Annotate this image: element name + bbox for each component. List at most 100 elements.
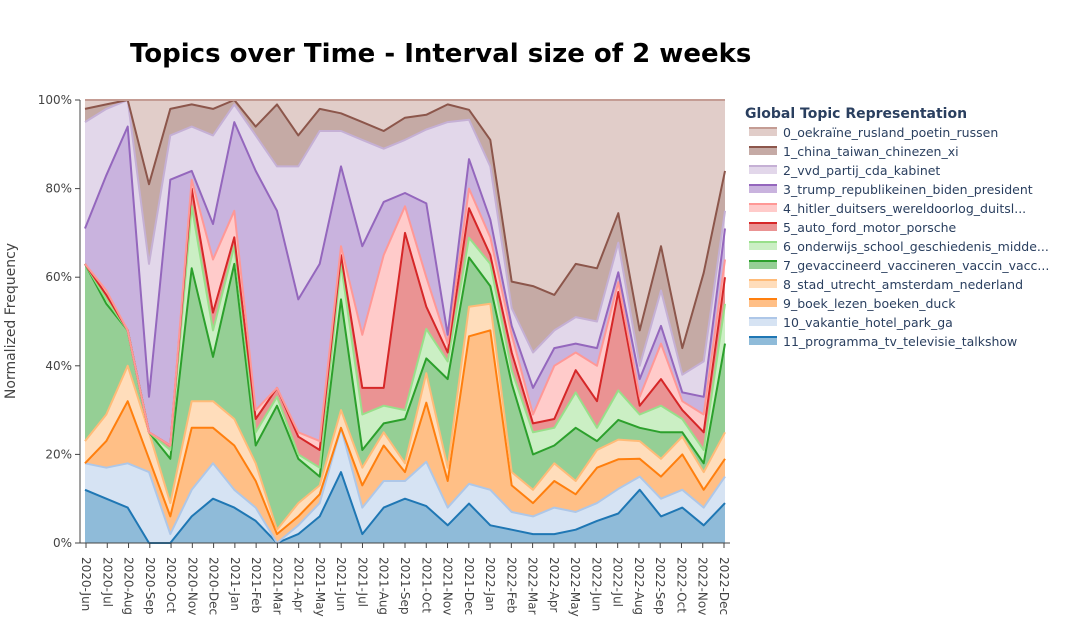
x-tick-label: 2021-May	[313, 557, 327, 617]
x-tick-label: 2021-Jan	[228, 557, 242, 611]
area-4_hitler_duitsers_wereldoorlog_duitsland[interactable]	[85, 179, 725, 450]
area-8_stad_utrecht_amsterdam_nederland[interactable]	[85, 303, 725, 535]
legend-item[interactable]: 5_auto_ford_motor_porsche	[749, 220, 957, 235]
legend-swatch	[749, 166, 777, 174]
x-tick-label: 2021-Oct	[419, 557, 433, 613]
legend-label: 4_hitler_duitsers_wereldoorlog_duitsl...	[783, 201, 1026, 216]
y-tick-label: 0%	[53, 536, 72, 550]
x-tick-label: 2020-Nov	[185, 557, 199, 615]
legend-swatch	[749, 280, 777, 288]
legend-item[interactable]: 10_vakantie_hotel_park_ga	[749, 315, 953, 330]
legend-label: 2_vvd_partij_cda_kabinet	[783, 163, 940, 178]
x-tick-label: 2022-Nov	[696, 557, 710, 615]
area-7_gevaccineerd_vaccineren_vaccin_vaccinatie[interactable]	[85, 257, 725, 530]
x-tick-label: 2021-Mar	[270, 557, 284, 615]
line-1_china_taiwan_chinezen_xi[interactable]	[84, 99, 726, 350]
x-tick-label: 2020-Oct	[164, 557, 178, 613]
area-1_china_taiwan_chinezen_xi[interactable]	[85, 100, 725, 375]
x-tick-label: 2022-Jan	[483, 557, 497, 611]
legend-item[interactable]: 0_oekraïne_rusland_poetin_russen	[749, 125, 998, 140]
legend-label: 7_gevaccineerd_vaccineren_vaccin_vacc...	[783, 258, 1049, 273]
legend-label: 11_programma_tv_televisie_talkshow	[783, 334, 1017, 349]
x-tick-label: 2021-Aug	[377, 557, 391, 615]
chart-title: Topics over Time - Interval size of 2 we…	[130, 39, 751, 69]
legend-item[interactable]: 1_china_taiwan_chinezen_xi	[749, 144, 959, 159]
legend-item[interactable]: 11_programma_tv_televisie_talkshow	[749, 334, 1017, 349]
area-6_onderwijs_school_geschiedenis_middelbare[interactable]	[85, 206, 725, 477]
legend-swatch	[749, 204, 777, 212]
x-tick-label: 2021-Dec	[462, 557, 476, 615]
legend-label: 9_boek_lezen_boeken_duck	[783, 296, 956, 311]
line-9_boek_lezen_boeken_duck[interactable]	[84, 329, 726, 536]
legend-item[interactable]: 9_boek_lezen_boeken_duck	[749, 296, 956, 311]
y-tick-label: 20%	[45, 447, 72, 461]
line-4_hitler_duitsers_wereldoorlog_duitsland[interactable]	[84, 178, 726, 447]
x-axis: 2020-Jun 2020-Jul 2020-Aug 2020-Sep 2020-Oct…	[79, 542, 731, 617]
area-9_boek_lezen_boeken_duck[interactable]	[85, 330, 725, 543]
y-tick-label: 40%	[45, 359, 72, 373]
legend-item[interactable]: 6_onderwijs_school_geschiedenis_midde...	[749, 239, 1049, 254]
legend-swatch	[749, 337, 777, 345]
y-tick-label: 80%	[45, 182, 72, 196]
legend-item[interactable]: 2_vvd_partij_cda_kabinet	[749, 163, 940, 178]
x-tick-label: 2020-Dec	[207, 557, 221, 615]
x-tick-label: 2022-Oct	[675, 557, 689, 613]
legend-swatch	[749, 318, 777, 326]
x-tick-label: 2022-Jul	[611, 557, 625, 607]
x-tick-label: 2022-Sep	[653, 557, 667, 615]
legend-label: 6_onderwijs_school_geschiedenis_midde...	[783, 239, 1049, 254]
line-10_vakantie_hotel_park_ga[interactable]	[84, 426, 726, 544]
x-tick-label: 2022-Dec	[717, 557, 731, 615]
legend-label: 10_vakantie_hotel_park_ga	[783, 315, 953, 330]
line-2_vvd_partij_cda_kabinet[interactable]	[84, 99, 726, 376]
y-axis-label: Normalized Frequency	[3, 243, 19, 399]
x-tick-label: 2020-Sep	[143, 557, 157, 615]
x-tick-label: 2022-May	[568, 557, 582, 617]
x-tick-label: 2020-Jul	[100, 557, 114, 607]
x-tick-label: 2021-Sep	[398, 557, 412, 615]
y-axis: 0% 20% 40% 60% 80% 100%	[38, 93, 81, 550]
legend-label: 0_oekraïne_rusland_poetin_russen	[783, 125, 998, 140]
legend-label: 5_auto_ford_motor_porsche	[783, 220, 957, 235]
area-5_auto_ford_motor_porsche[interactable]	[85, 188, 725, 468]
area-11_programma_tv_televisie_talkshow[interactable]	[85, 472, 725, 543]
legend-swatch	[749, 147, 777, 155]
x-tick-label: 2020-Aug	[122, 557, 136, 615]
x-tick-label: 2021-Jun	[334, 557, 348, 611]
legend-item[interactable]: 4_hitler_duitsers_wereldoorlog_duitsl...	[749, 201, 1026, 216]
x-tick-label: 2020-Jun	[79, 557, 93, 611]
x-tick-label: 2022-Mar	[526, 557, 540, 615]
line-8_stad_utrecht_amsterdam_nederland[interactable]	[84, 302, 726, 531]
x-tick-label: 2022-Feb	[504, 557, 518, 613]
line-7_gevaccineerd_vaccineren_vaccin_vaccinatie[interactable]	[84, 256, 726, 478]
legend-label: 3_trump_republikeinen_biden_president	[783, 182, 1033, 197]
y-tick-label: 100%	[38, 93, 72, 107]
x-tick-label: 2021-Nov	[441, 557, 455, 615]
legend-swatch	[749, 185, 777, 193]
line-11_programma_tv_televisie_talkshow[interactable]	[84, 471, 726, 544]
x-tick-label: 2021-Apr	[292, 557, 306, 612]
line-3_trump_republikeinen_biden_president[interactable]	[84, 121, 726, 398]
legend-item[interactable]: 8_stad_utrecht_amsterdam_nederland	[749, 277, 1023, 292]
legend: Global Topic Representation 0_oekraïne_r…	[745, 106, 1049, 349]
x-tick-label: 2022-Apr	[547, 557, 561, 612]
x-tick-label: 2022-Jun	[589, 557, 603, 611]
area-0_oekraïne_rusland_poetin_russen[interactable]	[85, 100, 725, 349]
line-6_onderwijs_school_geschiedenis_middelbare[interactable]	[84, 205, 726, 469]
legend-swatch	[749, 242, 777, 250]
legend-label: 8_stad_utrecht_amsterdam_nederland	[783, 277, 1023, 292]
y-tick-label: 60%	[45, 270, 72, 284]
legend-swatch	[749, 223, 777, 231]
area-2_vvd_partij_cda_kabinet[interactable]	[85, 100, 725, 397]
x-tick-label: 2021-Feb	[249, 557, 263, 613]
legend-swatch	[749, 261, 777, 269]
legend-swatch	[749, 128, 777, 136]
x-tick-label: 2021-Jul	[356, 557, 370, 607]
legend-label: 1_china_taiwan_chinezen_xi	[783, 144, 959, 159]
area-3_trump_republikeinen_biden_president[interactable]	[85, 122, 725, 446]
legend-swatch	[749, 299, 777, 307]
legend-item[interactable]: 3_trump_republikeinen_biden_president	[749, 182, 1033, 197]
legend-item[interactable]: 7_gevaccineerd_vaccineren_vaccin_vacc...	[749, 258, 1049, 273]
x-tick-label: 2022-Aug	[632, 557, 646, 615]
